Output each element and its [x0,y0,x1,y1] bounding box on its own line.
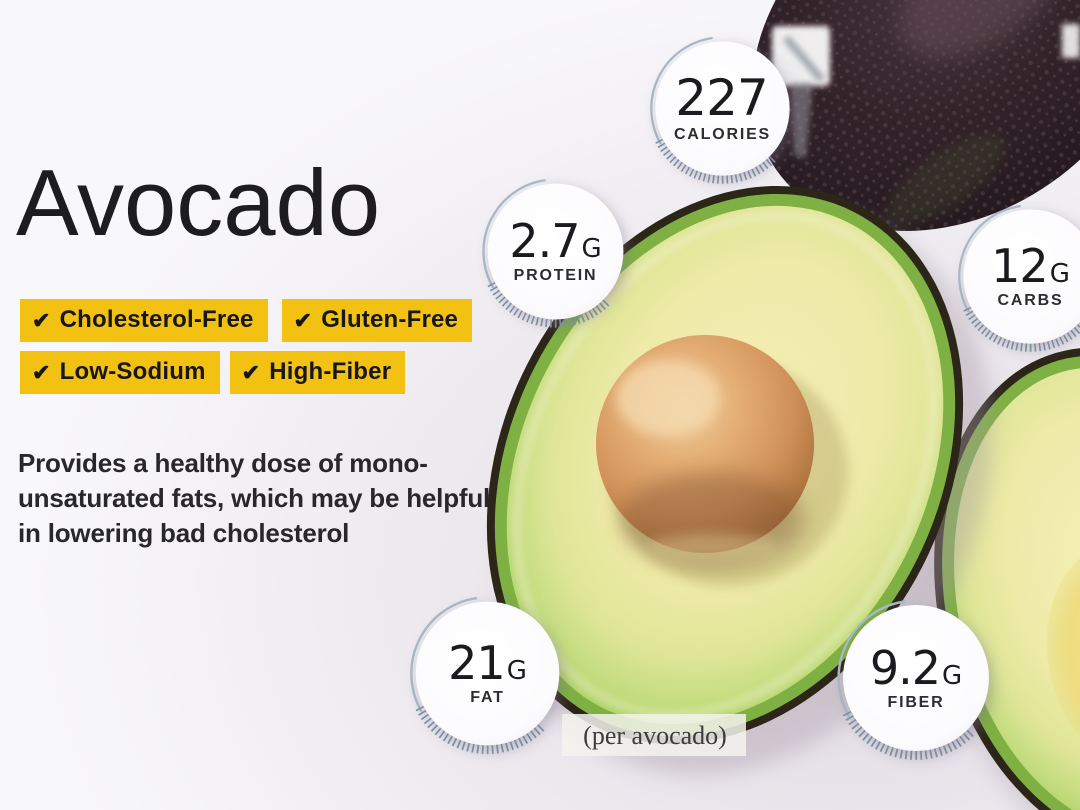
check-icon: ✔ [241,360,261,385]
badge-ring [837,600,989,760]
badge-text: 12G CARBS [944,190,1080,363]
nutrition-value: 21G [448,636,527,690]
badge-ring [958,204,1080,352]
check-icon: ✔ [32,308,51,333]
nutrition-badge-fat: 21G FAT [395,581,580,766]
nutrition-label: PROTEIN [513,267,598,284]
badge-ring [650,36,790,184]
badge-ring [482,179,624,328]
nutrition-value: 227 [675,69,768,127]
nutrition-value: 2.7G [509,214,602,268]
tag-label: Low-Sodium [59,358,206,385]
tag-row-1: ✔ Cholesterol-Free ✔ Gluten-Free [20,299,473,342]
badge-text: 21G FAT [395,581,580,766]
avocado-half-right [934,347,1080,810]
whole-avocado [752,0,1080,231]
watermark-artifact [772,24,1080,158]
nutrition-label: CALORIES [673,126,772,143]
page-title: Avocado [16,150,381,255]
tag-cholesterol-free: ✔ Cholesterol-Free [20,299,268,342]
description-text: Provides a healthy dose of mono-unsatura… [18,448,491,548]
tag-label: Gluten-Free [321,306,459,333]
badge-text: 9.2G FIBER [822,584,1010,772]
nutrition-label: CARBS [997,292,1064,309]
footnote-strip [562,714,746,756]
tag-label: Cholesterol-Free [59,306,254,333]
tag-high-fiber: ✔ High-Fiber [229,351,406,394]
nutrition-value: 9.2G [869,640,963,695]
check-icon: ✔ [293,308,313,333]
badge-ring [410,596,560,754]
nutrition-badge-calories: 227 CALORIES [636,22,809,195]
footnote: (per avocado) [583,721,727,750]
tag-gluten-free: ✔ Gluten-Free [281,299,473,342]
nutrition-badge-carbs: 12G CARBS [944,190,1080,363]
check-icon: ✔ [32,360,51,385]
nutrition-label: FAT [470,689,505,706]
nutrition-value: 12G [991,239,1070,293]
badge-text: 227 CALORIES [636,22,809,195]
nutrition-badge-protein: 2.7G PROTEIN [468,164,643,339]
nutrition-badge-fiber: 9.2G FIBER [822,584,1010,772]
badge-text: 2.7G PROTEIN [468,164,643,339]
tag-low-sodium: ✔ Low-Sodium [20,351,220,394]
nutrition-label: FIBER [887,693,945,711]
tag-row-2: ✔ Low-Sodium ✔ High-Fiber [20,351,406,394]
tag-label: High-Fiber [269,358,392,385]
